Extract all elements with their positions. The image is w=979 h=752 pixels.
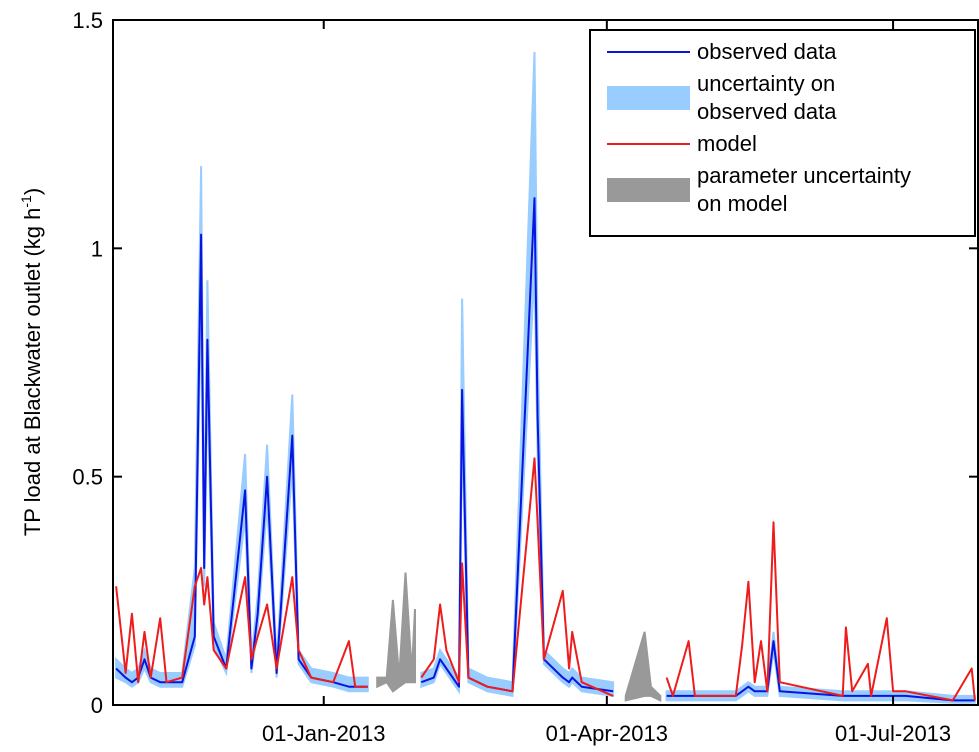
x-tick-label: 01-Jul-2013 bbox=[835, 721, 951, 746]
y-label-text: TP load at Blackwater outlet (kg h bbox=[20, 208, 45, 537]
data-line bbox=[115, 233, 368, 688]
legend-swatch bbox=[607, 178, 690, 202]
legend-label: model bbox=[697, 131, 757, 156]
data-line bbox=[665, 521, 976, 702]
legend-label: uncertainty on observed data bbox=[697, 71, 837, 124]
y-label-text: ) bbox=[20, 188, 45, 195]
data-line bbox=[115, 567, 368, 688]
legend-swatch bbox=[607, 86, 690, 110]
y-tick-label: 1 bbox=[91, 236, 103, 261]
x-tick-label: 01-Apr-2013 bbox=[546, 721, 668, 746]
legend-line: observed data bbox=[697, 39, 837, 64]
uncertainty-band bbox=[115, 166, 369, 693]
legend: observed data uncertainty on observed data… bbox=[589, 29, 976, 237]
uncertainty-band bbox=[624, 631, 662, 702]
y-label-sup: -1 bbox=[18, 195, 34, 208]
legend-line: uncertainty on bbox=[697, 71, 835, 96]
legend-line: parameter uncertainty bbox=[697, 163, 911, 188]
legend-line: model bbox=[697, 131, 757, 156]
y-tick-label: 1.5 bbox=[72, 8, 103, 33]
axes-box bbox=[112, 19, 979, 706]
data-line bbox=[420, 457, 614, 697]
legend-label: parameter uncertainty on model bbox=[697, 163, 911, 216]
legend-line: on model bbox=[697, 191, 788, 216]
legend-label: observed data bbox=[697, 39, 837, 64]
x-tick-label: 01-Jan-2013 bbox=[262, 721, 386, 746]
plot-area bbox=[115, 51, 976, 704]
uncertainty-band bbox=[376, 572, 416, 693]
y-tick-label: 0.5 bbox=[72, 465, 103, 490]
y-tick-label: 0 bbox=[91, 693, 103, 718]
y-axis-label: TP load at Blackwater outlet (kg h-1) bbox=[18, 188, 45, 536]
legend-line: observed data bbox=[697, 99, 837, 124]
